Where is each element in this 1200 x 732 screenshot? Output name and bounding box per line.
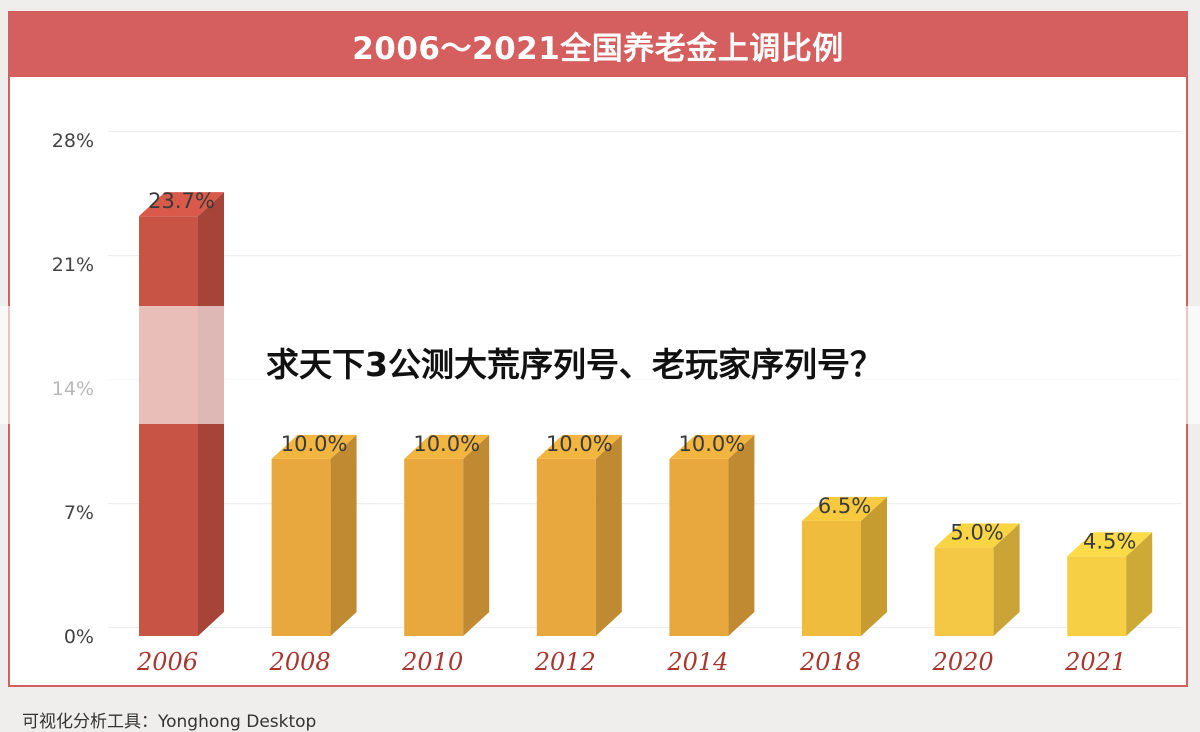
bar-2008 <box>271 434 357 636</box>
bar-side <box>330 434 357 636</box>
data-labels: 23.7% 10.0% 10.0% 10.0% 10.0% 6.5% 5.0% 4.5% <box>148 189 1136 553</box>
bar-side <box>1126 532 1153 636</box>
bar-front <box>802 520 861 636</box>
bar-front <box>139 216 198 636</box>
data-label: 10.0% <box>546 432 613 456</box>
bar-2012 <box>536 434 622 636</box>
bar-top <box>669 434 755 459</box>
bars <box>139 192 1153 636</box>
y-tick-label: 7% <box>64 502 94 524</box>
x-category-label: 2008 <box>269 648 331 676</box>
bar-2020 <box>934 523 1020 636</box>
bar-top <box>1067 532 1153 557</box>
data-label: 10.0% <box>281 432 348 456</box>
bar-top <box>404 434 490 459</box>
data-label: 6.5% <box>818 494 871 518</box>
bar-front <box>669 458 729 636</box>
source-note: 可视化分析工具：Yonghong Desktop <box>22 712 317 732</box>
bar-2014 <box>669 434 755 636</box>
y-tick-label: 28% <box>52 130 94 152</box>
x-axis-categories: 2006 2008 2010 2012 2014 2018 2020 2021 <box>136 648 1126 676</box>
bar-side <box>993 523 1020 636</box>
bar-front <box>404 458 464 636</box>
x-category-label: 2014 <box>666 648 728 676</box>
data-label: 4.5% <box>1083 529 1136 553</box>
x-category-label: 2010 <box>401 648 463 676</box>
x-category-label: 2021 <box>1064 648 1126 676</box>
data-label: 5.0% <box>950 520 1003 544</box>
bar-top <box>934 523 1020 548</box>
overlay-headline: 求天下3公测大荒序列号、老玩家序列号？ <box>266 345 883 384</box>
x-category-label: 2012 <box>534 648 596 676</box>
bar-front <box>536 458 596 636</box>
bar-2021 <box>1067 532 1153 636</box>
bar-top <box>139 192 224 217</box>
overlay-band <box>0 306 1200 424</box>
y-tick-label: 21% <box>52 254 94 276</box>
bar-front <box>934 547 994 636</box>
bar-2010 <box>404 434 490 636</box>
bar-side <box>728 434 755 636</box>
y-tick-label: 0% <box>64 626 94 648</box>
bar-top <box>271 434 357 459</box>
data-label: 10.0% <box>413 432 480 456</box>
data-label: 10.0% <box>679 432 746 456</box>
bar-side <box>861 496 887 636</box>
chart-title: 2006～2021全国养老金上调比例 <box>352 30 844 67</box>
bar-front <box>271 458 331 636</box>
bar-top <box>536 434 622 459</box>
x-category-label: 2006 <box>136 648 198 676</box>
data-label: 23.7% <box>148 189 215 213</box>
bar-top <box>802 496 887 521</box>
bar-side <box>463 434 490 636</box>
bar-front <box>1067 556 1127 636</box>
bar-side <box>595 434 622 636</box>
title-bar: 2006～2021全国养老金上调比例 <box>10 13 1186 77</box>
x-category-label: 2020 <box>932 648 994 676</box>
bar-2018 <box>802 496 887 636</box>
x-category-label: 2018 <box>799 648 861 676</box>
